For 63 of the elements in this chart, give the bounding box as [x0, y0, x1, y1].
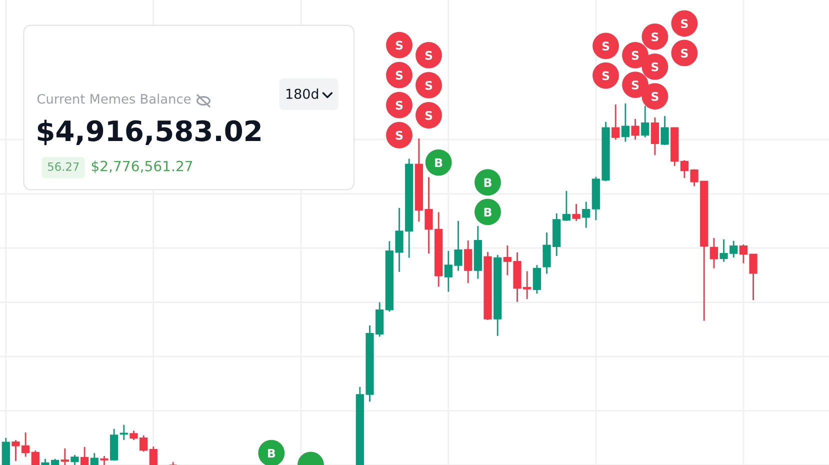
candlestick	[100, 455, 108, 465]
series-label: S	[681, 19, 688, 28]
candlestick	[2, 437, 10, 465]
text: B	[435, 158, 442, 167]
point	[386, 62, 412, 88]
text: S	[425, 110, 432, 120]
text: S	[425, 50, 432, 60]
text: S	[396, 70, 403, 80]
text: S	[652, 32, 658, 42]
annotation: $4,916,583.02	[38, 120, 260, 146]
candlestick	[621, 102, 630, 142]
series-label: B	[484, 208, 492, 216]
candlestick	[582, 201, 590, 228]
candlestick	[70, 454, 79, 465]
point	[642, 23, 668, 50]
series-label: B	[484, 178, 492, 187]
candlestick	[169, 461, 178, 465]
candlestick	[80, 446, 89, 465]
candlestick	[631, 118, 640, 140]
candlestick	[660, 115, 669, 146]
point	[416, 72, 442, 98]
annotation: Current Memes Balance	[37, 94, 191, 104]
point	[474, 169, 501, 196]
candlestick	[532, 264, 541, 294]
point	[671, 40, 698, 66]
text: S	[602, 42, 610, 51]
text: S	[602, 71, 610, 80]
annotation: 180d	[286, 88, 318, 99]
text: S	[652, 92, 658, 101]
annotation: $2,776,561.27	[92, 160, 192, 174]
candlestick	[572, 203, 580, 222]
text: S	[632, 50, 639, 60]
series-label: S	[652, 62, 658, 72]
point	[258, 440, 285, 465]
candlestick	[650, 116, 659, 156]
series-label: S	[396, 100, 403, 110]
annotation: 56.27	[48, 162, 79, 171]
text: S	[681, 48, 688, 58]
candlestick	[710, 237, 718, 269]
point	[386, 32, 412, 58]
point	[592, 62, 619, 89]
text: S	[632, 80, 639, 90]
candlestick	[464, 240, 472, 284]
point	[592, 32, 619, 60]
candlestick	[562, 190, 570, 222]
point	[642, 53, 668, 80]
candlestick	[31, 450, 40, 465]
point	[386, 92, 412, 118]
point	[386, 122, 412, 148]
point	[642, 83, 668, 110]
series-label: S	[396, 130, 403, 140]
candlestick	[612, 104, 620, 140]
candlestick	[60, 448, 69, 465]
point	[416, 102, 442, 128]
candlestick	[90, 452, 98, 465]
point	[474, 198, 501, 226]
text: B	[268, 448, 276, 458]
text: S	[396, 40, 403, 50]
candlestick	[641, 105, 650, 138]
text: S	[425, 80, 432, 90]
point	[425, 149, 452, 176]
point	[671, 10, 698, 37]
candlestick	[149, 446, 158, 465]
